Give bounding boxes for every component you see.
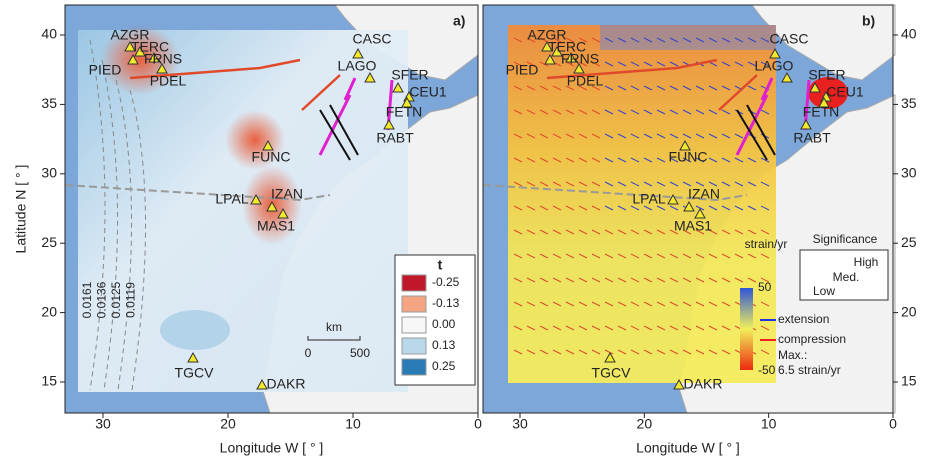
legend-label: 0.25 — [432, 359, 456, 373]
x-tick-label: 20 — [220, 416, 236, 432]
max-label: Max.: — [778, 348, 807, 362]
station-label: FRNS — [561, 51, 599, 67]
blue-band — [600, 25, 776, 50]
y-tick-label: 25 — [41, 234, 57, 250]
station-label: CEU1 — [826, 84, 864, 100]
significance-level: Med. — [833, 270, 860, 284]
scale-tick: 500 — [350, 346, 370, 360]
panels: a)AZGRTERCFRNSPIEDPDELCASCLAGOSFERCEU1FE… — [41, 5, 916, 456]
station-label: DAKR — [267, 376, 306, 392]
station-label: RABT — [793, 130, 831, 146]
cold-spot — [160, 310, 230, 350]
y-tick-label: 35 — [901, 95, 917, 111]
legend-label: -0.13 — [432, 296, 460, 310]
scale-unit: km — [326, 320, 342, 334]
y-tick-label: 20 — [901, 303, 917, 319]
y-tick-label: 30 — [901, 165, 917, 181]
station-label: DAKR — [684, 376, 723, 392]
significance-title: Significance — [813, 232, 878, 246]
station-label: PIED — [506, 62, 539, 78]
significance-level: Low — [813, 284, 835, 298]
significance-level: High — [854, 255, 879, 269]
legend-swatch — [402, 338, 426, 354]
legend-label: -0.25 — [432, 275, 460, 289]
station-label: CEU1 — [409, 84, 447, 100]
x-axis-label: Longitude W [ ° ] — [636, 440, 740, 456]
y-tick-label: 35 — [41, 95, 57, 111]
station-label: PDEL — [150, 73, 187, 89]
legend-swatch — [402, 296, 426, 312]
contour-label: 0.0119 — [124, 282, 138, 318]
y-tick-label: 15 — [41, 373, 57, 389]
station-label: FUNC — [252, 149, 291, 165]
station-label: MAS1 — [674, 218, 712, 234]
x-axis-label: Longitude W [ ° ] — [220, 440, 324, 456]
station-label: RABT — [376, 130, 414, 146]
x-tick-label: 10 — [761, 416, 777, 432]
x-tick-label: 10 — [345, 416, 361, 432]
x-tick-label: 30 — [512, 416, 528, 432]
station-label: MAS1 — [257, 218, 295, 234]
station-label: FETN — [803, 104, 840, 120]
contour-label: 0.0125 — [109, 281, 123, 318]
max-value: 6.5 strain/yr — [778, 363, 841, 377]
contour-label: 0.0161 — [80, 281, 94, 318]
legend-swatch — [402, 317, 426, 333]
station-label: CASC — [353, 31, 392, 47]
figure: a)AZGRTERCFRNSPIEDPDELCASCLAGOSFERCEU1FE… — [0, 0, 936, 464]
station-label: IZAN — [688, 186, 720, 202]
station-label: LAGO — [338, 58, 377, 74]
colorbar-top: 50 — [758, 280, 772, 294]
legend-swatch — [402, 275, 426, 291]
x-tick-label: 0 — [889, 416, 897, 432]
y-tick-label: 20 — [41, 303, 57, 319]
x-tick-label: 0 — [474, 416, 482, 432]
legend-swatch — [402, 359, 426, 375]
station-label: CASC — [770, 31, 809, 47]
station-label: TGCV — [175, 365, 215, 381]
extension-label: extension — [778, 312, 829, 326]
station-label: IZAN — [271, 186, 303, 202]
panel-label: a) — [453, 13, 465, 29]
station-label: LPAL — [215, 191, 248, 207]
legend-title: t — [438, 257, 443, 273]
compression-label: compression — [778, 332, 846, 346]
colorbar — [740, 288, 753, 370]
contour-label: 0.0136 — [95, 281, 109, 318]
map-panel: a)AZGRTERCFRNSPIEDPDELCASCLAGOSFERCEU1FE… — [41, 5, 482, 456]
station-label: TGCV — [592, 365, 632, 381]
y-tick-label: 30 — [41, 165, 57, 181]
scale-tick: 0 — [305, 346, 312, 360]
legend-label: 0.13 — [432, 338, 456, 352]
station-label: LAGO — [755, 58, 794, 74]
station-label: FRNS — [144, 51, 182, 67]
y-tick-label: 15 — [901, 373, 917, 389]
station-label: LPAL — [632, 191, 665, 207]
x-tick-label: 20 — [637, 416, 653, 432]
station-label: SFER — [391, 67, 428, 83]
station-label: PDEL — [567, 73, 604, 89]
colorbar-title: strain/yr — [745, 237, 788, 251]
legend-label: 0.00 — [432, 317, 456, 331]
y-tick-label: 40 — [41, 26, 57, 42]
station-label: SFER — [808, 67, 845, 83]
y-axis-label: Latitude N [ ° ] — [13, 165, 29, 254]
station-label: FETN — [386, 104, 423, 120]
panel-label: b) — [862, 13, 875, 29]
x-tick-label: 30 — [95, 416, 111, 432]
station-label: FUNC — [669, 149, 708, 165]
station-label: PIED — [89, 62, 122, 78]
y-tick-label: 25 — [901, 234, 917, 250]
map-panel: b)AZGRTERCFRNSPIEDPDELCASCLAGOSFERCEU1FE… — [483, 5, 917, 456]
y-tick-label: 40 — [901, 26, 917, 42]
colorbar-bottom: -50 — [758, 363, 776, 377]
